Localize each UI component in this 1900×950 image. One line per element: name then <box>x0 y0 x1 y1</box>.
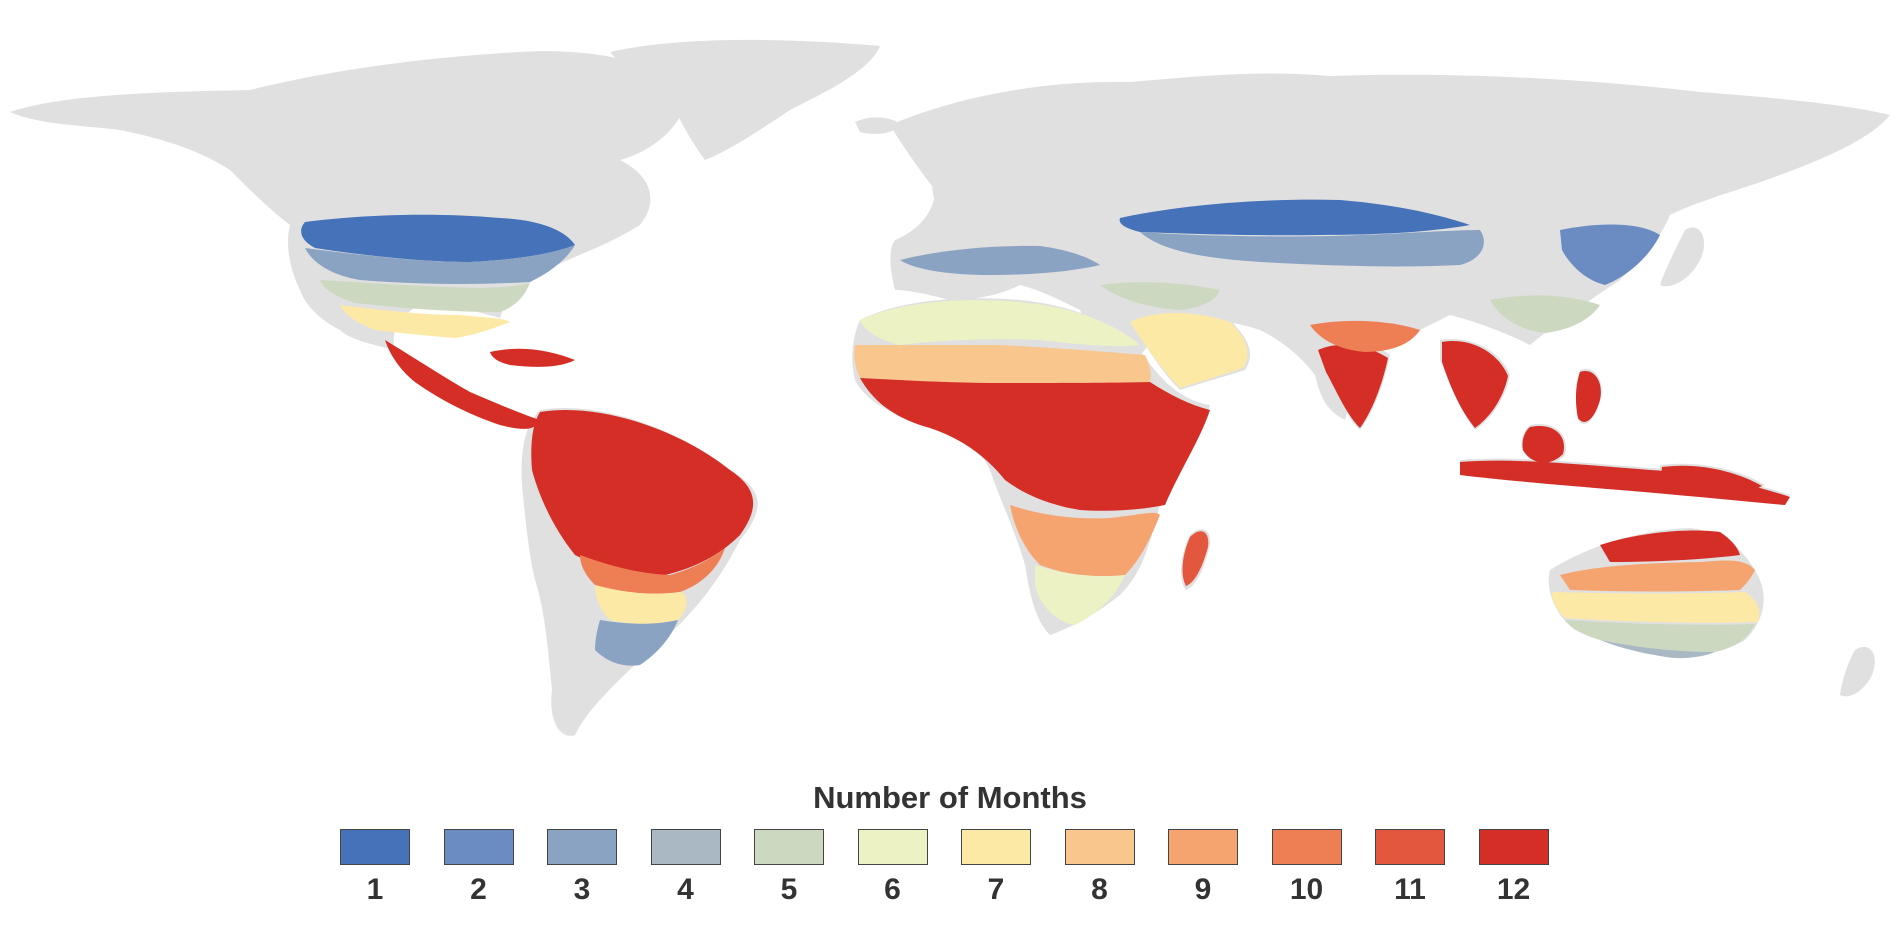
zone-australia-4 <box>1600 640 1715 659</box>
legend-item-6: 6 <box>857 829 928 919</box>
zone-india-12 <box>1318 344 1388 428</box>
zone-south-america-3 <box>595 620 678 666</box>
zone-indonesia-12 <box>1460 460 1790 505</box>
japan-land <box>1660 227 1705 287</box>
legend-label: 11 <box>1394 873 1426 906</box>
zone-new-guinea-12 <box>1661 465 1762 493</box>
legend-swatch <box>1375 829 1445 865</box>
legend-swatch <box>857 829 928 865</box>
legend-item-7: 7 <box>961 829 1031 919</box>
zone-mideast-5 <box>1100 282 1220 310</box>
legend-item-5: 5 <box>754 829 824 919</box>
legend-item-12: 12 <box>1478 829 1549 919</box>
legend-label: 3 <box>573 873 591 906</box>
zone-south-america-12 <box>531 409 754 575</box>
world-map-svg <box>10 39 1890 736</box>
iceland-land <box>855 117 900 134</box>
zone-siberia-1 <box>1119 199 1470 236</box>
legend-swatch <box>443 829 514 865</box>
zone-australia-7 <box>1552 592 1760 623</box>
zone-sahel-8 <box>854 345 1151 383</box>
legend-label: 12 <box>1496 873 1531 906</box>
legend-label: 6 <box>884 873 901 906</box>
legend-items: 1 2 3 4 5 6 7 8 9 10 11 12 <box>340 829 1560 919</box>
map-legend: Number of Months 1 2 3 4 5 6 7 8 9 10 11 12 <box>0 775 1900 945</box>
legend-swatch <box>1064 829 1135 865</box>
zone-caribbean-12 <box>490 348 575 367</box>
new-zealand-land <box>1840 646 1875 697</box>
scandinavia-land <box>1018 103 1113 187</box>
legend-item-11: 11 <box>1375 829 1445 919</box>
zone-central-africa-12 <box>860 378 1210 511</box>
legend-swatch <box>754 829 824 865</box>
zone-north-america-7 <box>340 305 510 338</box>
legend-item-2: 2 <box>443 829 514 919</box>
legend-item-9: 9 <box>1168 829 1238 919</box>
zone-north-america-3 <box>305 245 575 285</box>
zone-siberia-3 <box>1140 230 1484 267</box>
legend-swatch <box>961 829 1031 865</box>
zone-philippines-12 <box>1575 371 1601 422</box>
zone-australia-9 <box>1560 560 1755 592</box>
legend-item-10: 10 <box>1271 829 1342 919</box>
legend-item-4: 4 <box>650 829 721 919</box>
zone-southern-africa-6 <box>1035 565 1125 625</box>
greenland-land <box>610 39 880 161</box>
zone-mexico-12 <box>385 340 540 429</box>
zone-australia-5 <box>1565 620 1755 652</box>
legend-swatch <box>1168 829 1238 865</box>
legend-swatch <box>1478 829 1549 865</box>
legend-title: Number of Months <box>813 780 1087 815</box>
legend-item-1: 1 <box>340 829 410 919</box>
zone-arabia-7 <box>1130 312 1248 388</box>
legend-label: 5 <box>780 873 798 906</box>
zone-southeast-asia-12 <box>1442 341 1508 428</box>
legend-item-3: 3 <box>547 829 617 919</box>
legend-label: 8 <box>1091 873 1108 906</box>
zone-south-america-10 <box>580 548 725 594</box>
zone-south-america-7 <box>595 585 687 624</box>
legend-swatch <box>547 829 617 865</box>
legend-swatch <box>650 829 721 865</box>
legend-label: 1 <box>366 873 384 906</box>
legend-label: 10 <box>1289 873 1324 906</box>
legend-label: 2 <box>470 873 487 906</box>
legend-label: 9 <box>1194 873 1212 906</box>
zone-madagascar-11 <box>1182 531 1209 586</box>
legend-item-8: 8 <box>1064 829 1135 919</box>
zone-australia-12 <box>1600 530 1740 562</box>
legend-label: 7 <box>987 873 1005 906</box>
legend-swatch <box>340 829 410 865</box>
legend-label: 4 <box>677 873 694 906</box>
zone-east-asia-2 <box>1560 224 1660 285</box>
legend-swatch <box>1271 829 1342 865</box>
world-map <box>10 39 1890 736</box>
zone-southern-africa-9 <box>1010 505 1160 577</box>
britain-land <box>932 170 968 214</box>
zone-borneo-12 <box>1522 425 1565 463</box>
season-zones <box>301 199 1790 666</box>
north-america-land <box>10 51 686 351</box>
zone-north-america-5 <box>320 280 530 312</box>
zone-europe-3 <box>900 245 1100 275</box>
zone-china-5 <box>1490 295 1600 333</box>
arctic-islands-land <box>390 61 529 101</box>
zone-north-america-1 <box>301 214 575 262</box>
zone-india-north-10 <box>1310 320 1420 352</box>
zone-sahara-6 <box>860 300 1140 347</box>
